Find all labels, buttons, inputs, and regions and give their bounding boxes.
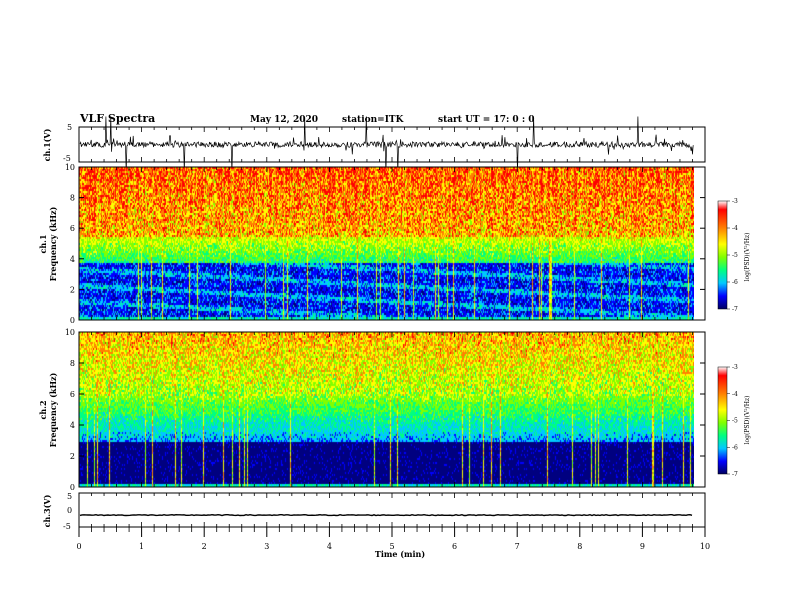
xtick-5: 5 (389, 542, 394, 551)
ch3-waveform-line (79, 513, 693, 517)
ch3-ytick-0: 0 (67, 506, 72, 515)
xtick-2: 2 (202, 542, 207, 551)
yt2-tick-0: 0 (70, 483, 75, 492)
yt2-tick-6: 6 (70, 390, 75, 399)
cb2-tick--5: -5 (732, 418, 738, 425)
cb1-tick--7: -7 (732, 306, 738, 313)
cb1-tick--5: -5 (732, 252, 738, 259)
yt1-tick-6: 6 (70, 224, 75, 233)
ch1-ytick-5: 5 (67, 123, 72, 132)
ch1-ytick-neg5: -5 (63, 154, 71, 163)
ch1-colorbar-label: log(PSD)(V²/Hz) (744, 233, 751, 282)
yt1-tick-8: 8 (70, 194, 75, 203)
panel-time-ticks (78, 127, 706, 527)
time-axis: 0 1 2 3 4 5 6 7 8 9 10 (76, 527, 710, 551)
ch2-colorbar-label: log(PSD)(V²/Hz) (744, 396, 751, 445)
ch2-spec-ylabel-freq: Frequency (kHz) (48, 372, 58, 447)
xtick-4: 4 (327, 542, 332, 551)
ch3-ylabel: ch.3(V) (42, 494, 52, 527)
cb1-tick--4: -4 (732, 225, 738, 232)
xtick-1: 1 (139, 542, 144, 551)
cb2-tick--3: -3 (732, 364, 738, 371)
ch1-spectrogram-image (79, 167, 694, 320)
yt1-tick-10: 10 (65, 163, 75, 172)
xtick-7: 7 (515, 542, 520, 551)
yt2-tick-2: 2 (70, 452, 75, 461)
cb2-tick--6: -6 (732, 444, 738, 451)
xtick-3: 3 (264, 542, 269, 551)
station-label: station=ITK (342, 115, 405, 125)
ch2-spec-ylabel: ch.2 (38, 400, 48, 419)
figure-title: VLF Spectra (79, 112, 155, 125)
ch3-ytick-neg5: -5 (63, 522, 71, 531)
yt1-tick-2: 2 (70, 285, 75, 294)
start-ut-label: start UT = 17: 0 : 0 (438, 115, 535, 125)
ch1-ylabel: ch.1(V) (42, 128, 52, 161)
yt2-tick-4: 4 (70, 421, 75, 430)
ch1-colorbar (717, 200, 728, 310)
cb2-tick--7: -7 (732, 471, 738, 478)
ch3-ytick-5: 5 (67, 492, 72, 501)
ch1-spec-ylabel-freq: Frequency (kHz) (48, 206, 58, 281)
xtick-10: 10 (700, 542, 710, 551)
xtick-0: 0 (76, 542, 81, 551)
ch2-colorbar (717, 366, 728, 475)
time-axis-label: Time (min) (375, 549, 425, 559)
cb1-tick--6: -6 (732, 279, 738, 286)
cb2-tick--4: -4 (732, 391, 738, 398)
yt2-tick-10: 10 (65, 328, 75, 337)
xtick-8: 8 (577, 542, 582, 551)
yt1-tick-4: 4 (70, 255, 75, 264)
yt2-tick-8: 8 (70, 359, 75, 368)
xtick-9: 9 (640, 542, 645, 551)
date-label: May 12, 2020 (250, 115, 318, 125)
ch2-spectrogram-image (79, 332, 694, 487)
ch1-spec-ylabel: ch.1 (38, 234, 48, 253)
ch1-waveform-line (79, 116, 694, 173)
xtick-6: 6 (452, 542, 457, 551)
yt1-tick-0: 0 (70, 316, 75, 325)
cb1-tick--3: -3 (732, 198, 738, 205)
